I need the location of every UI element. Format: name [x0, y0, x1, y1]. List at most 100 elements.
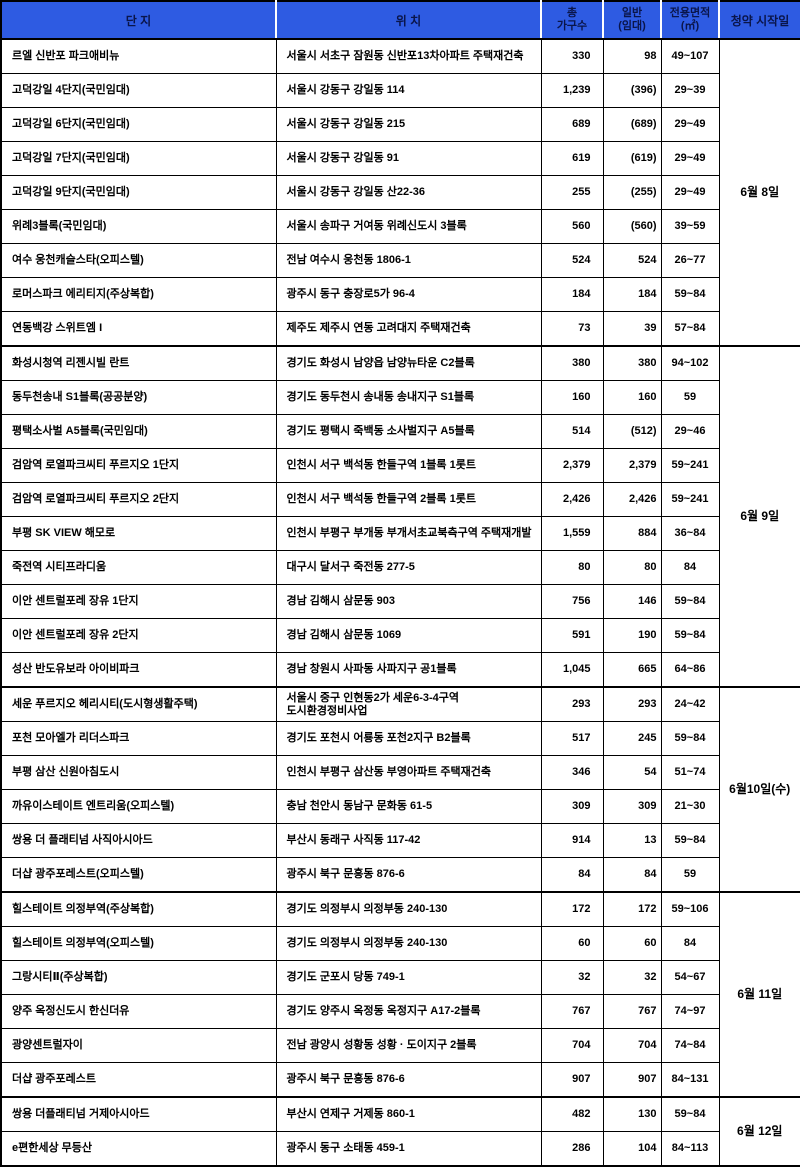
column-header-complex: 단 지: [1, 1, 276, 40]
location-cell: 서울시 송파구 거여동 위례신도시 3블록: [275, 209, 542, 244]
general-units-cell: (512): [602, 414, 662, 449]
area-cell: 59~84: [660, 277, 720, 312]
table-row: e편한세상 무등산 광주시 동구 소태동 459-1 286 104 84~113: [0, 1131, 800, 1167]
complex-name-cell: 고덕강일 7단지(국민임대): [0, 141, 277, 176]
total-units-cell: 60: [540, 926, 604, 961]
total-units-cell: 309: [540, 789, 604, 824]
total-units-cell: 756: [540, 584, 604, 619]
area-cell: 49~107: [660, 38, 720, 74]
table-row: 부평 삼산 신원아침도시 인천시 부평구 삼산동 부영아파트 주택재건축 346 54…: [0, 755, 800, 790]
area-cell: 29~39: [660, 73, 720, 108]
total-units-cell: 482: [540, 1096, 604, 1132]
column-header-general-rental: 일반 (임대): [602, 1, 661, 40]
location-cell: 대구시 달서구 죽전동 277-5: [275, 550, 542, 585]
location-cell: 서울시 강동구 강일동 114: [275, 73, 542, 108]
area-cell: 64~86: [660, 652, 720, 688]
location-cell: 부산시 연제구 거제동 860-1: [275, 1096, 542, 1132]
location-cell: 광주시 동구 충장로5가 96-4: [275, 277, 542, 312]
total-units-cell: 704: [540, 1028, 604, 1063]
column-header-subscription-date: 청약 시작일: [718, 1, 800, 40]
complex-name-cell: 세운 푸르지오 헤리시티(도시형생활주택): [0, 686, 277, 722]
complex-name-cell: 광양센트럴자이: [0, 1028, 277, 1063]
total-units-cell: 591: [540, 618, 604, 653]
column-header-general-rental-line1: 일반: [621, 7, 643, 19]
table-row: 르엘 신반포 파크애비뉴 서울시 서초구 잠원동 신반포13차아파트 주택재건축 3…: [0, 38, 800, 347]
complex-name-cell: 더샵 광주포레스트(오피스텔): [0, 857, 277, 893]
area-cell: 39~59: [660, 209, 720, 244]
complex-name-cell: 여수 웅천캐슬스타(오피스텔): [0, 243, 277, 278]
general-units-cell: 767: [602, 994, 662, 1029]
area-cell: 59~241: [660, 448, 720, 483]
location-cell: 광주시 동구 소태동 459-1: [275, 1131, 542, 1167]
column-header-location: 위 치: [275, 1, 541, 40]
total-units-cell: 84: [540, 857, 604, 893]
general-units-cell: 380: [602, 345, 662, 381]
table-row: 포천 모아엘가 리더스파크 경기도 포천시 어룡동 포천2지구 B2블록 517 24…: [0, 721, 800, 756]
total-units-cell: 524: [540, 243, 604, 278]
column-header-area: 전용면적 (㎡): [660, 1, 719, 40]
area-cell: 59~84: [660, 618, 720, 653]
table-row: 부평 SK VIEW 해모로 인천시 부평구 부개동 부개서초교북측구역 주택재개…: [0, 516, 800, 551]
complex-name-cell: 부평 삼산 신원아침도시: [0, 755, 277, 790]
complex-name-cell: 위례3블록(국민임대): [0, 209, 277, 244]
general-units-cell: 524: [602, 243, 662, 278]
table-row: 이안 센트럴포레 장유 1단지 경남 김해시 삼문동 903 756 146 59~84: [0, 584, 800, 619]
column-header-area-line2: (㎡): [680, 20, 700, 32]
total-units-cell: 172: [540, 891, 604, 927]
total-units-cell: 286: [540, 1131, 604, 1167]
area-cell: 84: [660, 926, 720, 961]
general-units-cell: 160: [602, 380, 662, 415]
table-row: 위례3블록(국민임대) 서울시 송파구 거여동 위례신도시 3블록 560 (560)…: [0, 209, 800, 244]
location-cell: 서울시 중구 인현동2가 세운6-3-4구역 도시환경정비사업: [275, 686, 542, 722]
area-cell: 51~74: [660, 755, 720, 790]
general-units-cell: (689): [602, 107, 662, 142]
general-units-cell: 190: [602, 618, 662, 653]
subscription-date-cell: 6월 9일: [718, 345, 800, 688]
location-cell: 광주시 북구 문흥동 876-6: [275, 857, 542, 893]
location-cell: 전남 광양시 성황동 성황 · 도이지구 2블록: [275, 1028, 542, 1063]
complex-name-cell: 힐스테이트 의정부역(오피스텔): [0, 926, 277, 961]
area-cell: 59~84: [660, 721, 720, 756]
total-units-cell: 2,426: [540, 482, 604, 517]
location-cell: 경남 창원시 사파동 사파지구 공1블록: [275, 652, 542, 688]
table-row: 더샵 광주포레스트 광주시 북구 문흥동 876-6 907 907 84~131: [0, 1062, 800, 1098]
location-cell: 경기도 의정부시 의정부동 240-130: [275, 891, 542, 927]
general-units-cell: 54: [602, 755, 662, 790]
area-cell: 59~106: [660, 891, 720, 927]
area-cell: 84~131: [660, 1062, 720, 1098]
total-units-cell: 346: [540, 755, 604, 790]
total-units-cell: 380: [540, 345, 604, 381]
column-header-general-rental-line2: (임대): [618, 20, 646, 32]
subscription-date-cell: 6월 11일: [718, 891, 800, 1098]
complex-name-cell: 죽전역 시티프라디움: [0, 550, 277, 585]
general-units-cell: 884: [602, 516, 662, 551]
general-units-cell: 184: [602, 277, 662, 312]
general-units-cell: 2,426: [602, 482, 662, 517]
area-cell: 26~77: [660, 243, 720, 278]
complex-name-cell: 부평 SK VIEW 해모로: [0, 516, 277, 551]
total-units-cell: 80: [540, 550, 604, 585]
table-row: 세운 푸르지오 헤리시티(도시형생활주택) 서울시 중구 인현동2가 세운6-3-…: [0, 686, 800, 893]
area-cell: 59: [660, 380, 720, 415]
area-cell: 59~84: [660, 1096, 720, 1132]
total-units-cell: 767: [540, 994, 604, 1029]
complex-name-cell: 성산 반도유보라 아이비파크: [0, 652, 277, 688]
location-cell: 서울시 강동구 강일동 산22-36: [275, 175, 542, 210]
table-row: 힐스테이트 의정부역(주상복합) 경기도 의정부시 의정부동 240-130 172…: [0, 891, 800, 1098]
total-units-cell: 1,559: [540, 516, 604, 551]
location-cell: 경기도 동두천시 송내동 송내지구 S1블록: [275, 380, 542, 415]
total-units-cell: 619: [540, 141, 604, 176]
total-units-cell: 1,045: [540, 652, 604, 688]
total-units-cell: 907: [540, 1062, 604, 1098]
location-cell: 경기도 화성시 남양읍 남양뉴타운 C2블록: [275, 345, 542, 381]
complex-name-cell: 동두천송내 S1블록(공공분양): [0, 380, 277, 415]
total-units-cell: 330: [540, 38, 604, 74]
general-units-cell: 84: [602, 857, 662, 893]
complex-name-cell: 이안 센트럴포레 장유 1단지: [0, 584, 277, 619]
complex-name-cell: 쌍용 더플래티넘 거제아시아드: [0, 1096, 277, 1132]
column-header-location-label: 위 치: [395, 13, 422, 28]
general-units-cell: 13: [602, 823, 662, 858]
complex-name-cell: 고덕강일 9단지(국민임대): [0, 175, 277, 210]
area-cell: 59: [660, 857, 720, 893]
